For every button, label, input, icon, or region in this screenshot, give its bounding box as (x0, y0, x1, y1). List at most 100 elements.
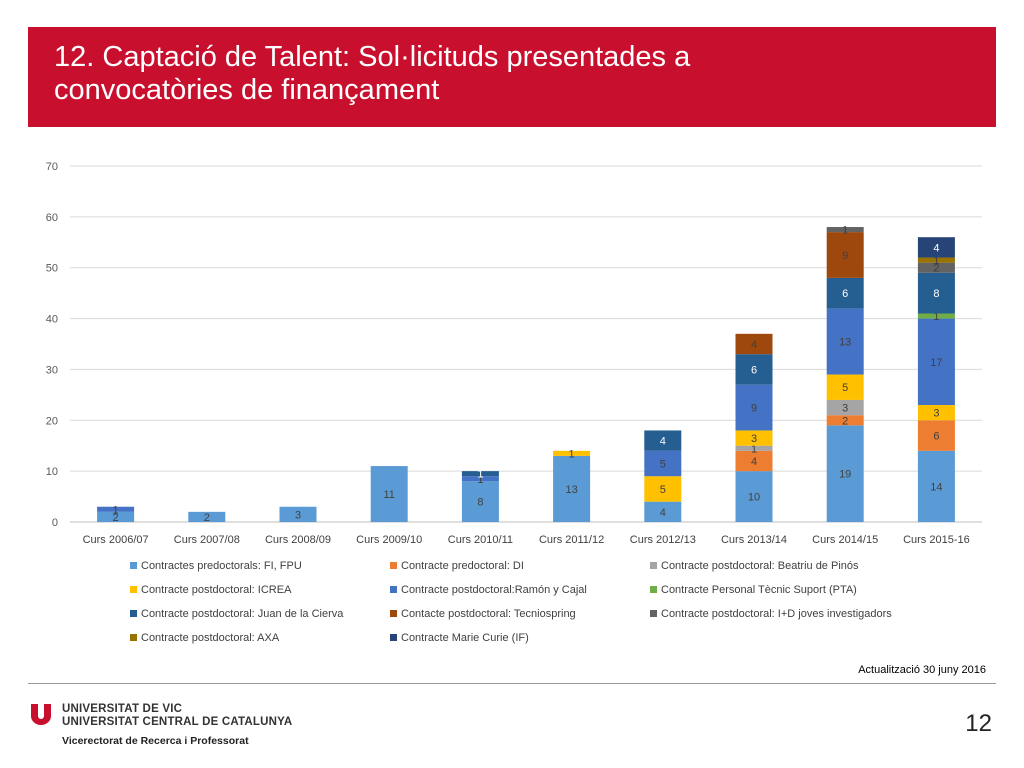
x-tick-label: Curs 2008/09 (265, 534, 331, 546)
data-label: 3 (933, 408, 939, 420)
bar-segment (917, 262, 955, 273)
legend-label: Contracte Marie Curie (IF) (401, 632, 529, 644)
legend-label: Contacte postdoctoral: Tecniospring (401, 608, 576, 620)
data-label: 4 (660, 436, 666, 448)
data-label: 1 (569, 448, 575, 460)
x-tick-label: Curs 2011/12 (539, 534, 604, 546)
legend-swatch (390, 634, 397, 641)
bar-segment (917, 420, 955, 451)
x-tick-label: Curs 2013/14 (721, 534, 787, 546)
x-tick-label: Curs 2006/07 (83, 534, 149, 546)
y-tick-label: 50 (46, 263, 58, 275)
data-label: 13 (839, 336, 851, 348)
bar-segment (917, 272, 955, 314)
bar-segment (644, 476, 682, 502)
data-label: 8 (477, 497, 483, 509)
bar-segment (917, 237, 955, 258)
data-label: 3 (842, 403, 848, 415)
university-name-1: UNIVERSITAT DE VIC (62, 703, 183, 715)
legend-label: Contracte predoctoral: DI (401, 560, 524, 572)
data-label: 3 (751, 433, 757, 445)
department-name: Vicerectorat de Recerca i Professorat (62, 735, 249, 747)
bar-segment (644, 501, 682, 522)
legend-swatch (130, 586, 137, 593)
title-line-2: convocatòries de finançament (54, 74, 440, 106)
bar-segment (644, 430, 682, 451)
legend-label: Contracte postdoctoral: I+D joves invest… (661, 608, 892, 620)
y-tick-label: 60 (46, 212, 58, 224)
data-label: 1 (477, 474, 483, 486)
bar-segment (735, 354, 773, 385)
bar-segment (735, 384, 773, 431)
x-tick-label: Curs 2014/15 (812, 534, 878, 546)
bar-segment (461, 471, 499, 477)
x-tick-label: Curs 2007/08 (174, 534, 240, 546)
bar-segment (644, 450, 682, 477)
bar-segment (826, 425, 864, 522)
data-label: 5 (660, 459, 666, 471)
data-label: 4 (751, 339, 757, 351)
data-label: 9 (842, 250, 848, 262)
legend-swatch (650, 562, 657, 569)
y-tick-label: 0 (52, 517, 58, 529)
title-band: 12. Captació de Talent: Sol·licituds pre… (28, 27, 996, 127)
y-tick-label: 30 (46, 364, 58, 376)
legend-swatch (650, 610, 657, 617)
data-label: 1 (113, 504, 119, 516)
bar-segment (826, 374, 864, 400)
page-title: 12. Captació de Talent: Sol·licituds pre… (54, 41, 974, 107)
bar-segment (826, 399, 864, 416)
data-label: 4 (751, 456, 757, 468)
data-label: 13 (565, 484, 577, 496)
x-tick-label: Curs 2010/11 (448, 534, 513, 546)
data-label: 1 (842, 225, 848, 237)
bar-segment (917, 450, 955, 522)
data-label: 1 (933, 311, 939, 323)
data-label: 4 (933, 242, 939, 254)
bar-segment (826, 227, 864, 233)
legend-label: Contracte postdoctoral: Beatriu de Pinós (661, 560, 859, 572)
bar-segment (553, 450, 591, 456)
bar-segment (917, 313, 955, 319)
legend-swatch (390, 586, 397, 593)
data-label: 14 (930, 481, 942, 493)
data-label: 4 (660, 507, 666, 519)
data-label: 11 (383, 489, 394, 501)
data-label: 6 (842, 288, 848, 300)
bar-segment (553, 455, 591, 522)
data-label: 2 (113, 512, 119, 524)
bar-segment (279, 506, 317, 522)
university-name-2: UNIVERSITAT CENTRAL DE CATALUNYA (62, 716, 293, 728)
x-tick-label: Curs 2012/13 (630, 534, 696, 546)
data-label: 5 (660, 484, 666, 496)
data-label: 6 (933, 431, 939, 443)
title-line-1: 12. Captació de Talent: Sol·licituds pre… (54, 41, 691, 73)
bar-segment (370, 466, 408, 522)
bar-segment (461, 476, 499, 482)
legend-label: Contracte postdoctoral: ICREA (141, 584, 292, 596)
legend-label: Contracte postdoctoral: Juan de la Cierv… (141, 608, 344, 620)
update-note: Actualització 30 juny 2016 (858, 664, 986, 676)
bar-segment (188, 511, 226, 522)
bar-segment (735, 471, 773, 522)
data-label: 19 (839, 469, 851, 481)
bar-segment (917, 257, 955, 263)
x-tick-label: Curs 2015-16 (903, 534, 970, 546)
bar-segment (917, 405, 955, 421)
legend-swatch (650, 586, 657, 593)
data-label: 6 (751, 364, 757, 376)
legend-label: Contracte postdoctoral:Ramón y Cajal (401, 584, 587, 596)
bar-segment (461, 481, 499, 522)
legend-label: Contractes predoctorals: FI, FPU (141, 560, 302, 572)
legend-swatch (390, 610, 397, 617)
y-tick-label: 10 (46, 466, 58, 478)
footer-divider (28, 683, 996, 684)
data-label: 9 (751, 403, 757, 415)
legend-swatch (130, 634, 137, 641)
data-label: 1 (933, 255, 939, 267)
bar-segment (97, 506, 135, 512)
data-label: 1 (477, 469, 483, 481)
data-label: 1 (751, 443, 757, 455)
y-tick-label: 20 (46, 415, 58, 427)
